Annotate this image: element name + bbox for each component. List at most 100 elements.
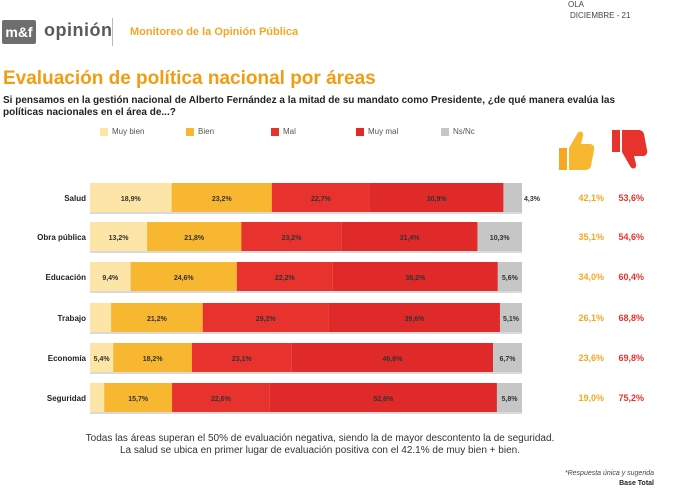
bar-segment-mal — [202, 303, 329, 332]
series-title: Monitoreo de la Opinión Pública — [130, 26, 299, 38]
bar-segment-muy-bien — [90, 343, 114, 372]
bar-value-label: 46,6% — [382, 356, 403, 363]
bar-value-label: 6,7% — [500, 356, 517, 363]
bar-value-label: 5,8% — [501, 396, 518, 403]
negative-total: 69,8% — [618, 353, 644, 363]
bar-segment-bien — [104, 383, 173, 412]
bar-value-label: 5,4% — [94, 356, 111, 363]
bar-segment-muy-bien — [90, 222, 148, 251]
stacked-bar-chart: Salud 18,9% 23,2% 22,7% 30,9% 4,3% 42,1% 53,6% O… — [37, 183, 644, 414]
positive-total: 42,1% — [578, 193, 604, 203]
bar-segment-muy-bien — [90, 183, 172, 212]
legend-item-bien: Bien — [186, 127, 214, 136]
bar-value-label: 31,4% — [400, 235, 421, 242]
positive-total: 19,0% — [578, 393, 604, 403]
logo-divider — [112, 18, 113, 46]
bar-value-label: 23,1% — [232, 356, 253, 363]
category-label: Seguridad — [47, 394, 86, 403]
legend-swatch — [100, 127, 108, 136]
bar-segment-bien — [171, 183, 272, 212]
negative-total: 54,6% — [618, 232, 644, 242]
bar-value-label: 39,6% — [405, 316, 426, 323]
bar-value-label: 18,2% — [143, 356, 164, 363]
category-label: Trabajo — [58, 314, 87, 323]
bar-segment-muy-mal — [291, 343, 494, 372]
positive-total: 26,1% — [578, 313, 604, 323]
brand-logo-word: opinión — [44, 20, 113, 40]
negative-total: 68,8% — [618, 313, 644, 323]
chart-footer: Todas las áreas superan el 50% de evalua… — [80, 433, 560, 457]
chart-legend: Muy bien Bien Mal Muy mal Ns/Nc — [0, 127, 688, 141]
positive-total: 23,6% — [578, 353, 604, 363]
bar-segment-muy-mal — [269, 383, 497, 412]
footer-line-1: Todas las áreas superan el 50% de evalua… — [85, 433, 555, 444]
legend-label: Mal — [283, 127, 296, 136]
response-note: *Respuesta única y sugerida — [564, 470, 654, 477]
brand-logo-mark: m&f — [2, 20, 36, 44]
legend-item-muy-mal: Muy mal — [356, 127, 398, 136]
bar-segment-ns-nc — [493, 343, 522, 372]
bar-value-label: 23,2% — [212, 196, 233, 203]
bar-segment-muy-bien — [90, 383, 105, 412]
legend-swatch — [271, 127, 279, 136]
bar-value-label: 23,2% — [282, 235, 303, 242]
category-label: Obra pública — [37, 233, 86, 242]
bar-value-label: 18,9% — [121, 196, 142, 203]
bar-segment-muy-mal — [369, 183, 504, 212]
bar-segment-mal — [172, 383, 270, 412]
bar-value-label: 22,7% — [311, 196, 332, 203]
page-title: Evaluación de política nacional por área… — [3, 68, 376, 89]
thumbs-down-icon — [612, 130, 648, 169]
base-note: Base Total — [619, 480, 654, 487]
question-subtitle: Si pensamos en la gestión nacional de Al… — [3, 95, 616, 118]
bar-segment-bien — [113, 343, 192, 372]
bar-segment-muy-bien — [90, 262, 131, 291]
bar-value-label: 21,2% — [147, 316, 168, 323]
bar-segment-mal — [271, 183, 370, 212]
bar-value-label: 21,8% — [184, 235, 205, 242]
bar-value-label: 4,3% — [524, 196, 541, 203]
wave-date: DICIEMBRE - 21 — [570, 11, 631, 20]
bar-segment-mal — [191, 343, 292, 372]
category-label: Educación — [46, 273, 87, 282]
bar-value-label: 24,6% — [174, 275, 195, 282]
bar-value-label: 30,9% — [427, 196, 448, 203]
bar-segment-bien — [147, 222, 242, 251]
bar-value-label: 29,2% — [256, 316, 277, 323]
legend-label: Ns/Nc — [453, 127, 475, 136]
bar-value-label: 15,7% — [128, 396, 149, 403]
legend-item-muy-bien: Muy bien — [100, 127, 144, 136]
legend-swatch — [356, 127, 364, 136]
bar-segment-ns-nc — [499, 303, 522, 332]
bar-segment-bien — [111, 303, 203, 332]
wave-label: OLA DICIEMBRE - 21 — [568, 0, 630, 21]
legend-item-mal: Mal — [271, 127, 296, 136]
category-label: Economía — [48, 354, 87, 363]
bar-value-label: 9,4% — [102, 275, 119, 282]
bar-segment-ns-nc — [503, 183, 522, 212]
bar-segment-ns-nc — [496, 383, 522, 412]
bar-segment-muy-bien — [90, 303, 112, 332]
bar-segment-mal — [236, 262, 333, 291]
legend-label: Bien — [198, 127, 215, 136]
bar-value-label: 22,6% — [211, 396, 232, 403]
bar-segment-muy-mal — [328, 303, 500, 332]
footer-line-2: La salud se ubica en primer lugar de eva… — [120, 445, 520, 456]
wave-label-text: OLA — [568, 0, 585, 9]
negative-total: 53,6% — [618, 193, 644, 203]
bar-segment-ns-nc — [477, 222, 522, 251]
legend-swatch — [186, 127, 194, 136]
positive-total: 34,0% — [578, 272, 604, 282]
legend-swatch — [441, 127, 449, 136]
bar-value-label: 5,1% — [503, 316, 520, 323]
bar-value-label: 38,2% — [405, 275, 426, 282]
bar-segment-muy-mal — [332, 262, 498, 291]
bar-value-label: 5,6% — [502, 275, 519, 282]
positive-total: 35,1% — [578, 232, 604, 242]
bar-value-label: 52,6% — [373, 396, 394, 403]
bar-value-label: 10,3% — [490, 235, 511, 242]
bar-segment-mal — [241, 222, 342, 251]
legend-label: Muy bien — [112, 127, 145, 136]
bar-segment-bien — [130, 262, 237, 291]
negative-total: 75,2% — [618, 393, 644, 403]
